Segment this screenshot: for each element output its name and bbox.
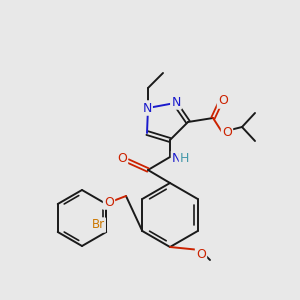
- Text: N: N: [172, 152, 182, 164]
- Text: H: H: [180, 152, 189, 166]
- Text: N: N: [171, 95, 181, 109]
- Text: Br: Br: [92, 218, 105, 232]
- Text: O: O: [196, 248, 206, 260]
- Text: N: N: [142, 101, 152, 115]
- Text: O: O: [117, 152, 127, 164]
- Text: O: O: [222, 127, 232, 140]
- Text: O: O: [104, 196, 114, 208]
- Text: O: O: [218, 94, 228, 107]
